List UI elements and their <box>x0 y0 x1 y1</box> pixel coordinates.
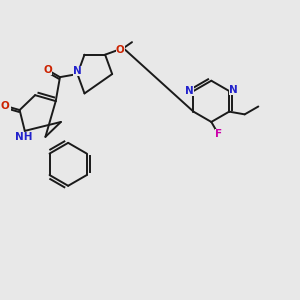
Text: N: N <box>185 86 194 96</box>
Text: NH: NH <box>15 132 32 142</box>
Text: O: O <box>1 101 10 111</box>
Text: N: N <box>229 85 238 94</box>
Text: O: O <box>43 65 52 75</box>
Text: O: O <box>116 45 124 55</box>
Text: N: N <box>73 66 82 76</box>
Text: F: F <box>214 129 222 139</box>
